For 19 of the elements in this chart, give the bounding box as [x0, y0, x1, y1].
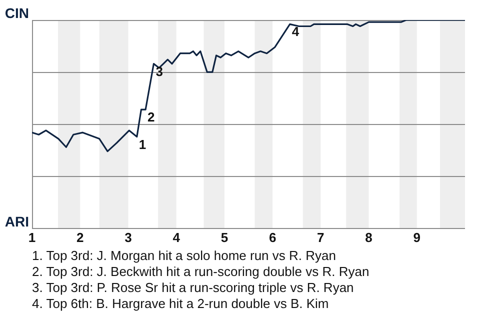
x-tick-label: 8 — [365, 230, 372, 245]
text: 3. Top 3rd: P. Rose Sr hit a run-scoring triple vs R. Ryan — [32, 280, 355, 296]
x-tick-label: 6 — [268, 230, 276, 245]
annotation: 1 — [138, 136, 146, 152]
annotation: 3 — [156, 64, 163, 79]
x-tick-label: 1 — [28, 230, 36, 245]
x-tick-label: 9 — [413, 230, 421, 245]
text: 1. Top 3rd: J. Morgan hit a solo home run vs R. Ryan — [32, 248, 337, 264]
text: 2. Top 3rd: J. Beckwith hit a run-scoring double vs R. Ryan — [32, 264, 370, 280]
ref-line-label: ARI — [4, 213, 29, 230]
x-tick-label: 7 — [317, 230, 324, 245]
annotation: 4 — [292, 24, 300, 40]
ref-line-label: CIN — [4, 4, 29, 21]
x-tick-label: 2 — [76, 230, 84, 245]
x-tick-label: 3 — [124, 230, 132, 245]
x-tick-label: 5 — [220, 230, 228, 245]
text: 4. Top 6th: B. Hargrave hit a 2-run double vs B. Kim — [32, 296, 330, 312]
annotation: 2 — [148, 110, 155, 125]
x-tick-label: 4 — [172, 230, 181, 245]
